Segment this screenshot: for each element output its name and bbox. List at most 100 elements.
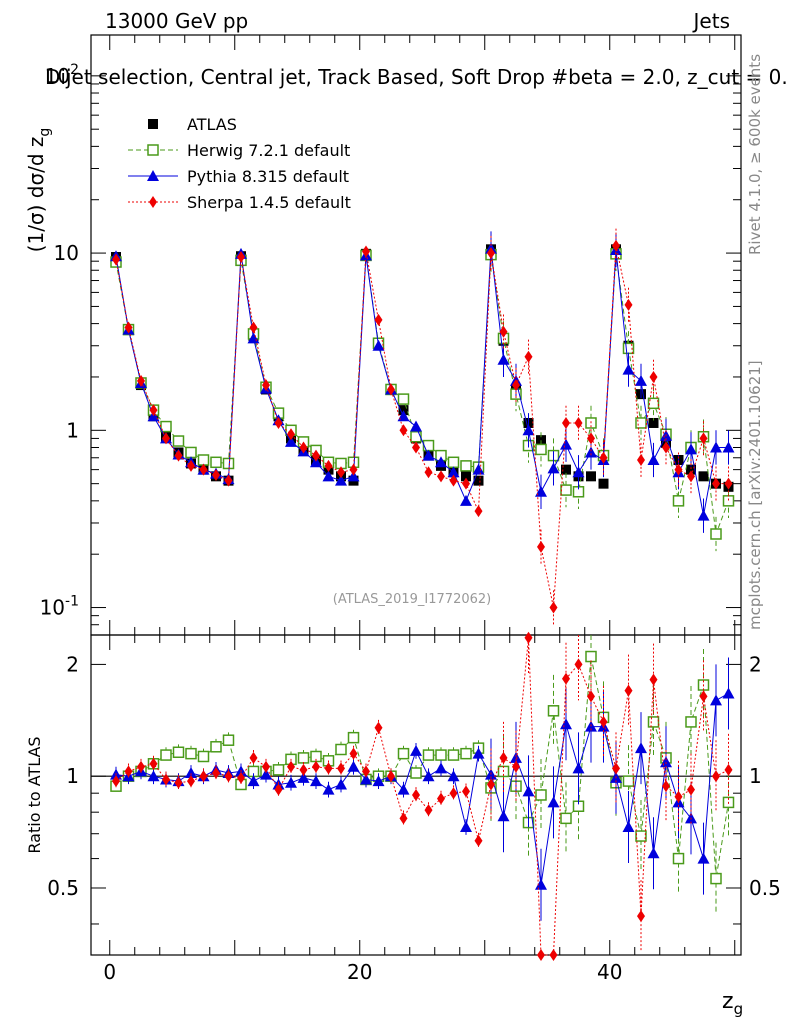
ratio-point-herwig xyxy=(272,764,285,776)
legend: ATLAS Herwig 7.2.1 default Pythia 8.315 de… xyxy=(128,115,351,212)
point-sherpa xyxy=(424,466,433,479)
ratio-point-pythia xyxy=(435,762,447,774)
point-herwig xyxy=(560,484,572,496)
point-sherpa xyxy=(537,540,545,553)
ratio-point-sherpa xyxy=(712,770,720,783)
ratio-point-sherpa xyxy=(549,949,558,961)
legend-marker-pythia xyxy=(147,170,159,181)
ratio-point-pythia xyxy=(472,747,485,759)
point-sherpa xyxy=(712,477,720,490)
point-pythia xyxy=(435,456,447,468)
point-pythia xyxy=(497,353,510,365)
point-sherpa xyxy=(237,251,245,264)
ratio-point-sherpa xyxy=(662,780,670,793)
point-sherpa xyxy=(587,432,595,445)
ratio-point-sherpa xyxy=(349,747,358,760)
ratio-point-herwig xyxy=(197,750,210,763)
point-sherpa xyxy=(574,416,583,429)
ratio-point-pythia xyxy=(297,771,310,783)
ratio-point-pythia xyxy=(360,773,372,785)
ratio-point-herwig xyxy=(635,830,647,842)
ratio-point-herwig xyxy=(447,749,460,761)
ratio-point-pythia xyxy=(185,767,197,779)
point-sherpa xyxy=(312,449,320,462)
x-axis-title-main: z xyxy=(722,989,734,1014)
legend-label-pythia: Pythia 8.315 default xyxy=(187,167,349,186)
ratio-point-pythia xyxy=(547,796,560,808)
ratio-point-pythia xyxy=(410,744,422,756)
ratio-point-sherpa xyxy=(312,760,320,773)
ratio-point-herwig xyxy=(297,752,310,764)
point-sherpa xyxy=(337,466,345,479)
ratio-point-pythia xyxy=(497,810,510,822)
ratio-point-sherpa xyxy=(399,812,408,825)
point-sherpa xyxy=(187,459,195,472)
point-sherpa xyxy=(287,428,295,441)
point-herwig xyxy=(710,528,722,540)
point-pythia xyxy=(685,443,697,455)
ratio-point-sherpa xyxy=(262,760,270,773)
point-herwig xyxy=(210,456,222,469)
point-sherpa xyxy=(137,374,145,387)
point-sherpa xyxy=(149,404,158,417)
ratio-point-sherpa xyxy=(462,785,470,798)
ratio-point-pythia xyxy=(560,718,572,730)
point-sherpa xyxy=(599,451,608,464)
point-sherpa xyxy=(437,470,445,483)
ratio-point-pythia xyxy=(285,776,297,788)
point-herwig xyxy=(672,495,685,507)
point-pythia xyxy=(335,474,347,486)
point-sherpa xyxy=(412,441,420,454)
point-herwig xyxy=(535,443,547,456)
ratio-point-pythia xyxy=(322,783,335,795)
legend-item-herwig: Herwig 7.2.1 default xyxy=(128,141,350,160)
ratio-point-pythia xyxy=(247,775,260,787)
point-pythia xyxy=(522,424,535,436)
ratio-point-sherpa xyxy=(249,751,258,764)
ratio-point-sherpa xyxy=(587,690,595,703)
ratio-point-sherpa xyxy=(474,834,483,847)
ratio-axes: 0 20 40 0.5 0.5 1 1 2 2 xyxy=(47,635,781,984)
ratio-point-sherpa xyxy=(149,757,158,770)
header-right: Jets xyxy=(692,9,730,33)
ratio-point-herwig xyxy=(535,789,547,801)
ratio-point-sherpa xyxy=(224,770,233,783)
ratio-point-herwig xyxy=(397,747,410,760)
ratio-point-herwig xyxy=(160,749,172,761)
point-sherpa xyxy=(612,239,620,252)
ratio-plot-frame xyxy=(90,634,742,956)
ratio-y-tick-label-right: 0.5 xyxy=(749,876,781,900)
ratio-point-pythia xyxy=(447,770,460,782)
point-sherpa xyxy=(549,601,558,614)
point-pythia xyxy=(622,363,635,375)
ratio-series-sherpa xyxy=(112,631,733,961)
ratio-point-pythia xyxy=(572,762,585,774)
ratio-point-sherpa xyxy=(424,804,433,817)
legend-item-atlas: ATLAS xyxy=(148,115,237,134)
ratio-y-tick-label-right: 2 xyxy=(749,652,762,676)
point-sherpa xyxy=(112,253,120,266)
point-sherpa xyxy=(462,477,470,490)
point-sherpa xyxy=(387,383,395,396)
legend-label-herwig: Herwig 7.2.1 default xyxy=(187,141,350,160)
rivet-label-group: Rivet 4.1.0, ≥ 600k events xyxy=(746,54,764,255)
point-atlas xyxy=(398,405,409,416)
ratio-point-sherpa xyxy=(687,783,695,796)
y-tick-label-exponent: -1 xyxy=(65,594,79,610)
point-pythia xyxy=(585,446,597,458)
ratio-point-sherpa xyxy=(412,788,420,801)
mcplots-label-group: mcplots.cern.ch [arXiv:2401.10621] xyxy=(746,360,764,630)
ratio-point-sherpa xyxy=(524,631,533,644)
ratio-point-pythia xyxy=(422,770,435,782)
ratio-point-herwig xyxy=(347,731,360,744)
ratio-point-sherpa xyxy=(362,765,370,778)
ratio-point-herwig xyxy=(222,734,235,746)
y-axis-title-group: (1/σ) dσ/d zg xyxy=(24,128,53,253)
ratio-point-sherpa xyxy=(299,763,308,776)
point-sherpa xyxy=(449,474,458,487)
point-pythia xyxy=(285,435,297,447)
point-sherpa xyxy=(174,449,183,462)
ratio-point-herwig xyxy=(560,812,572,825)
x-tick-label: 20 xyxy=(347,960,372,984)
